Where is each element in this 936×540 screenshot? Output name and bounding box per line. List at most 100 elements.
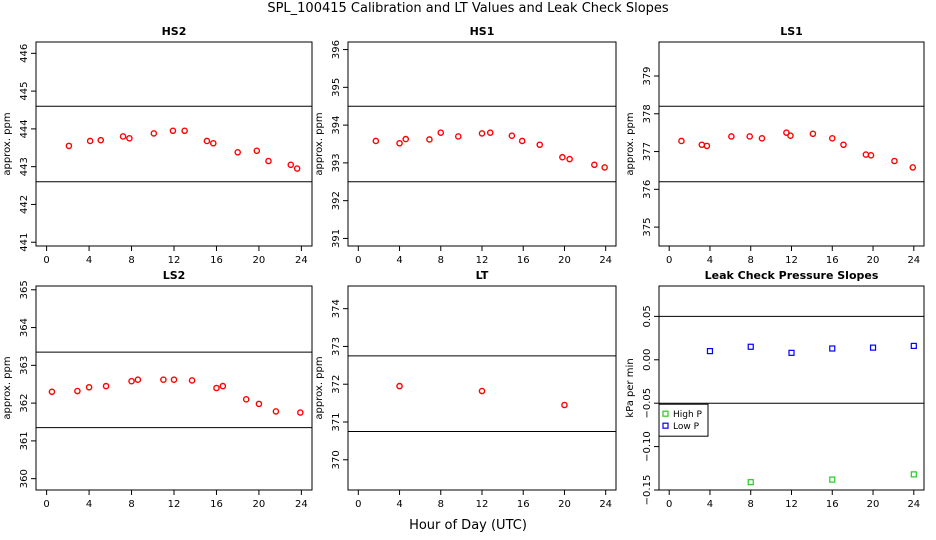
- data-point: [706, 348, 714, 355]
- x-tick-label: 8: [748, 255, 754, 266]
- data-point: [272, 408, 280, 415]
- y-tick-label: 379: [642, 66, 653, 85]
- data-point: [65, 142, 73, 150]
- data-point: [234, 149, 241, 156]
- data-point: [828, 135, 836, 142]
- data-point: [678, 137, 685, 145]
- data-point: [454, 133, 462, 140]
- x-tick-label: 12: [785, 499, 798, 510]
- y-tick-label: 370: [331, 450, 342, 469]
- y-axis-label: approx. ppm: [625, 112, 636, 175]
- y-tick-label: −0.15: [642, 475, 653, 506]
- y-tick-label: 372: [331, 375, 342, 394]
- figure-xlabel: Hour of Day (UTC): [409, 518, 527, 533]
- x-tick-label: 0: [666, 255, 672, 266]
- x-tick-label: 20: [558, 255, 571, 266]
- data-point: [293, 165, 301, 172]
- y-tick-label: 442: [19, 195, 30, 214]
- y-tick-label: 376: [642, 180, 653, 199]
- y-axis-label: approx. ppm: [2, 112, 13, 175]
- data-point: [74, 387, 81, 395]
- data-point: [396, 139, 403, 147]
- data-point: [559, 153, 566, 161]
- data-point: [209, 139, 217, 147]
- y-tick-label: 364: [19, 318, 30, 337]
- y-tick-label: −0.05: [642, 388, 653, 419]
- panel-4: LS2 0 4 8 12 16 20 24 360 361 362 363 364 365 approx. …: [2, 269, 313, 510]
- legend-swatch: [662, 410, 669, 417]
- x-tick-label: 16: [210, 255, 223, 266]
- x-tick-label: 24: [599, 499, 612, 510]
- data-point: [698, 141, 706, 149]
- x-tick-label: 16: [826, 255, 839, 266]
- data-point: [119, 133, 127, 140]
- x-tick-label: 8: [438, 255, 444, 266]
- panel-2: HS1 0 4 8 12 16 20 24 391 392 393 394 395 396 approx. …: [314, 25, 617, 266]
- x-tick-label: 16: [517, 499, 530, 510]
- y-tick-label: 363: [19, 356, 30, 375]
- data-point: [297, 409, 304, 416]
- data-point: [601, 164, 608, 171]
- data-point: [910, 342, 917, 349]
- data-point: [910, 471, 917, 478]
- data-point: [591, 161, 598, 169]
- y-tick-label: 443: [19, 157, 30, 176]
- x-tick-label: 24: [295, 255, 308, 266]
- data-point: [478, 130, 486, 137]
- data-point: [102, 382, 110, 390]
- y-axis-label: approx. ppm: [314, 356, 325, 419]
- x-tick-label: 12: [476, 255, 489, 266]
- x-tick-label: 4: [396, 255, 402, 266]
- y-tick-label: 394: [331, 116, 342, 135]
- data-point: [265, 157, 272, 165]
- data-point: [219, 382, 227, 390]
- data-point: [426, 136, 433, 143]
- data-point: [566, 155, 573, 163]
- x-tick-label: 24: [295, 499, 308, 510]
- data-point: [86, 137, 94, 145]
- x-tick-label: 8: [438, 499, 444, 510]
- data-point: [160, 376, 167, 383]
- y-tick-label: 392: [331, 191, 342, 210]
- panel-title: LT: [476, 269, 489, 282]
- data-point: [536, 141, 544, 149]
- data-point: [213, 384, 220, 392]
- x-tick-label: 20: [253, 499, 266, 510]
- legend-box: [658, 403, 709, 437]
- data-point: [747, 343, 754, 350]
- data-point: [869, 344, 877, 351]
- plot-frame: [35, 41, 313, 247]
- y-tick-label: 393: [331, 153, 342, 172]
- x-tick-label: 12: [785, 255, 798, 266]
- x-tick-label: 4: [86, 499, 92, 510]
- data-point: [437, 129, 445, 136]
- data-point: [478, 387, 486, 395]
- data-point: [787, 132, 794, 139]
- y-tick-label: 378: [642, 104, 653, 123]
- data-point: [242, 396, 250, 403]
- x-tick-label: 20: [253, 255, 266, 266]
- x-tick-label: 0: [666, 499, 672, 510]
- data-point: [203, 137, 211, 145]
- data-point: [783, 129, 790, 136]
- legend-label: High P: [673, 410, 703, 420]
- y-axis-label: kPa per min: [625, 358, 636, 417]
- data-point: [561, 401, 568, 409]
- y-tick-label: 375: [642, 218, 653, 237]
- panel-title: HS1: [470, 25, 495, 38]
- panel-title: HS2: [162, 25, 187, 38]
- y-tick-label: 441: [19, 233, 30, 252]
- x-tick-label: 20: [867, 255, 880, 266]
- plot-frame: [347, 41, 617, 247]
- data-point: [728, 133, 735, 140]
- x-tick-label: 8: [748, 499, 754, 510]
- y-tick-label: 446: [19, 44, 30, 63]
- data-point: [809, 130, 817, 138]
- data-point: [255, 400, 263, 408]
- x-tick-label: 0: [355, 499, 361, 510]
- x-tick-label: 24: [907, 499, 920, 510]
- data-point: [891, 157, 898, 165]
- data-point: [867, 152, 875, 159]
- y-axis-label: approx. ppm: [2, 356, 13, 419]
- x-tick-label: 16: [210, 499, 223, 510]
